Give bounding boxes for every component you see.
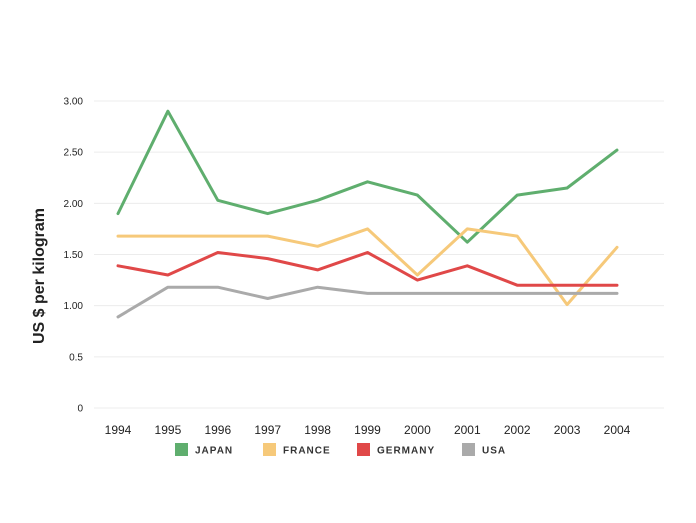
series-line-germany bbox=[116, 251, 619, 287]
y-axis-label: US $ per kilogram bbox=[31, 208, 48, 344]
legend-swatch bbox=[263, 443, 276, 456]
x-tick-label: 2001 bbox=[454, 423, 481, 437]
series-line-usa bbox=[116, 285, 619, 319]
legend-item-france: FRANCE bbox=[263, 443, 331, 457]
legend-swatch bbox=[462, 443, 475, 456]
x-tick-label: 1996 bbox=[204, 423, 231, 437]
y-tick-label: 0.5 bbox=[69, 352, 83, 363]
y-tick-label: 0 bbox=[77, 404, 83, 415]
x-tick-label: 2002 bbox=[504, 423, 531, 437]
legend-label: GERMANY bbox=[377, 446, 435, 457]
y-tick-label: 1.50 bbox=[64, 250, 84, 261]
legend-label: JAPAN bbox=[195, 446, 233, 457]
x-tick-label: 2004 bbox=[604, 423, 631, 437]
series-lines bbox=[116, 109, 619, 319]
x-tick-label: 1999 bbox=[354, 423, 381, 437]
x-tick-label: 2000 bbox=[404, 423, 431, 437]
series-line-france bbox=[116, 227, 619, 307]
series-line-japan bbox=[116, 109, 619, 244]
legend-swatch bbox=[357, 443, 370, 456]
y-tick-label: 1.00 bbox=[64, 301, 84, 312]
y-tick-label: 2.50 bbox=[64, 148, 84, 159]
x-tick-label: 1995 bbox=[155, 423, 182, 437]
x-axis-ticks: 1994 1995 1996 1997 1998 1999 2000 2001 2002 2003… bbox=[105, 423, 631, 437]
x-tick-label: 1994 bbox=[105, 423, 132, 437]
legend-item-usa: USA bbox=[462, 443, 506, 457]
legend-label: USA bbox=[482, 446, 506, 457]
y-axis-ticks: 0 0.5 1.00 1.50 2.00 2.50 3.00 bbox=[64, 97, 84, 415]
x-tick-label: 1998 bbox=[304, 423, 331, 437]
legend: JAPAN FRANCE GERMANY USA bbox=[175, 443, 506, 457]
legend-label: FRANCE bbox=[283, 446, 331, 457]
y-tick-label: 2.00 bbox=[64, 199, 84, 210]
legend-item-japan: JAPAN bbox=[175, 443, 233, 457]
y-tick-label: 3.00 bbox=[64, 97, 84, 108]
legend-swatch bbox=[175, 443, 188, 456]
x-tick-label: 1997 bbox=[254, 423, 281, 437]
legend-item-germany: GERMANY bbox=[357, 443, 435, 457]
grid-lines bbox=[94, 100, 664, 409]
x-tick-label: 2003 bbox=[554, 423, 581, 437]
